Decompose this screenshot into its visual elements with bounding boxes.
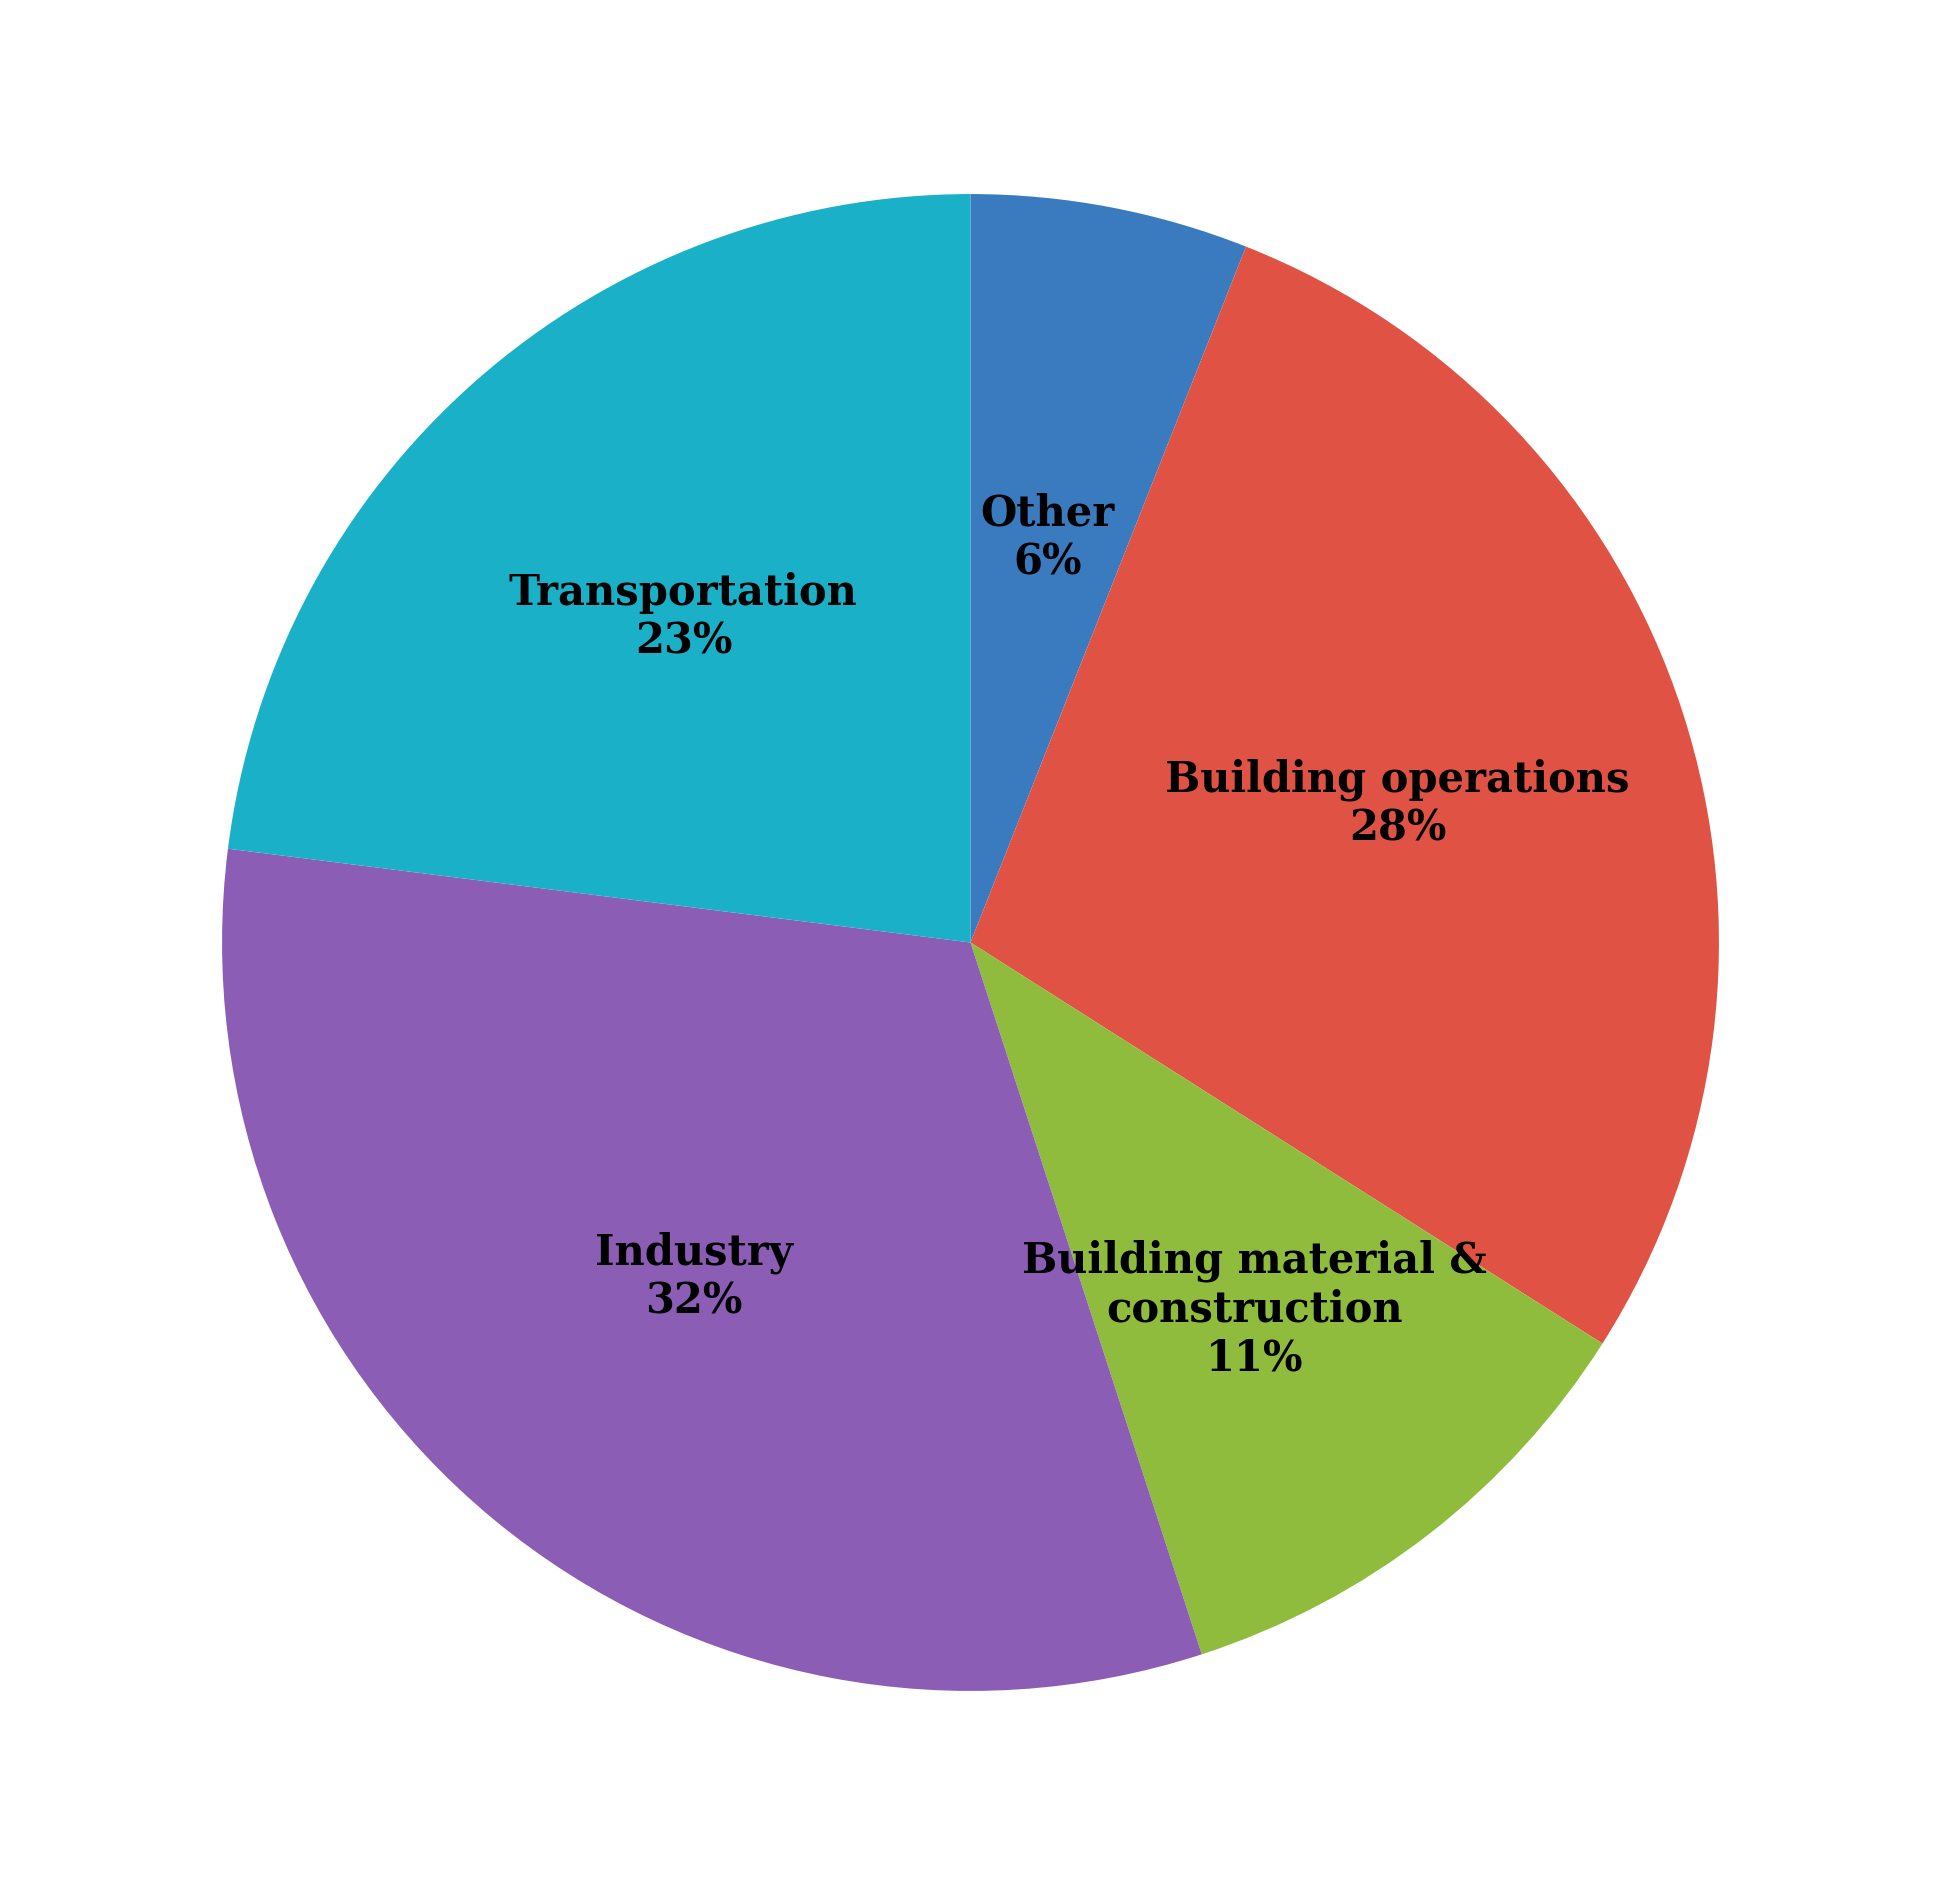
Text: Building material &
construction
11%: Building material & construction 11% bbox=[1023, 1238, 1487, 1380]
Wedge shape bbox=[227, 194, 970, 942]
Text: Other
6%: Other 6% bbox=[980, 492, 1114, 584]
Wedge shape bbox=[221, 848, 1201, 1691]
Wedge shape bbox=[970, 194, 1246, 942]
Text: Building operations
28%: Building operations 28% bbox=[1165, 758, 1630, 850]
Wedge shape bbox=[970, 942, 1603, 1655]
Wedge shape bbox=[970, 247, 1720, 1344]
Text: Transportation
23%: Transportation 23% bbox=[509, 571, 858, 662]
Text: Industry
32%: Industry 32% bbox=[594, 1231, 792, 1323]
